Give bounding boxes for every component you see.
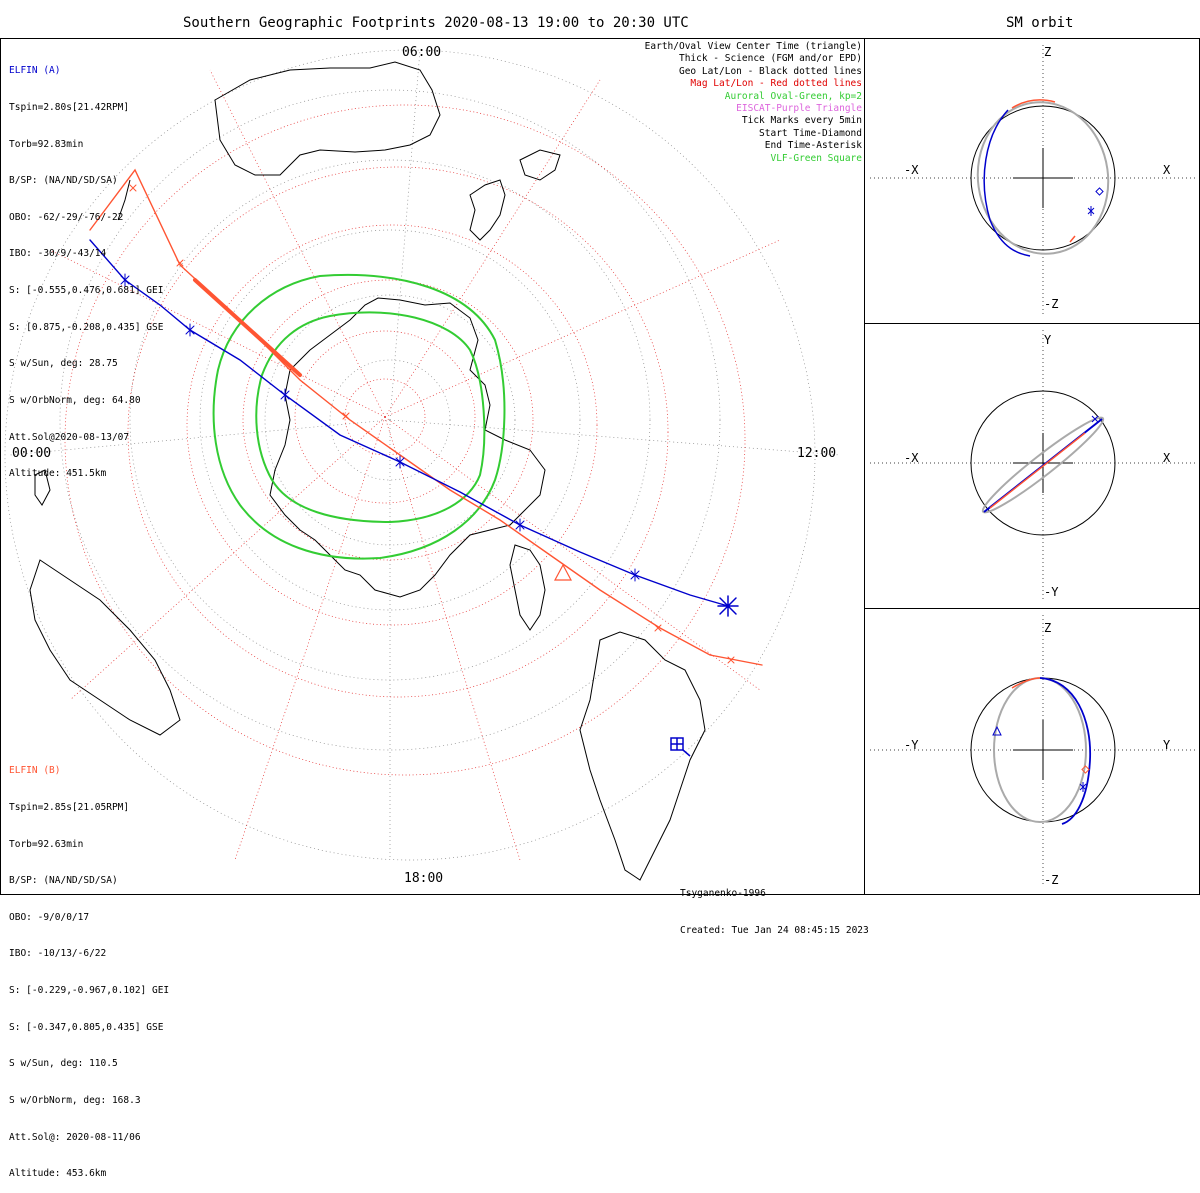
probe-b-line: S w/OrbNorm, deg: 168.3	[9, 1094, 141, 1106]
probe-b-line: Altitude: 453.6km	[9, 1168, 107, 1180]
sm-panel-frame-2	[864, 323, 1200, 609]
probe-b-line: Torb=92.63min	[9, 838, 84, 850]
vlf-marker	[670, 737, 691, 757]
sm-orbit-a-1	[983, 109, 1031, 257]
orbit-a-tick-marks	[120, 273, 640, 582]
africa-coast	[29, 559, 181, 736]
probe-a-line: OBO: -62/-29/-76/-22	[9, 211, 124, 223]
sm1-right-label: X	[1163, 163, 1171, 177]
main-title: Southern Geographic Footprints 2020-08-1…	[183, 15, 689, 31]
coastlines	[29, 61, 706, 881]
sm-panel-frame-1	[864, 38, 1200, 324]
probe-b-line: S: [-0.347,0.805,0.435] GSE	[9, 1021, 164, 1033]
legend-entry: Thick - Science (FGM and/or EPD)	[678, 53, 862, 65]
sm1-left-label: -X	[904, 163, 919, 177]
orbit-a-track	[89, 239, 729, 607]
probe-b-line: IBO: -10/13/-6/22	[9, 948, 107, 960]
probe-a-info: ELFIN (A) Tspin=2.80s[21.42RPM] Torb=92.…	[9, 41, 163, 493]
legend-entry: Tick Marks every 5min	[741, 115, 862, 127]
legend: Earth/Oval View Center Time (triangle) T…	[645, 41, 862, 165]
sm3-right-label: Y	[1163, 738, 1171, 752]
mag-grid	[49, 69, 781, 861]
sm1-top-label: Z	[1044, 45, 1052, 59]
orbit-b-track	[89, 168, 763, 666]
probe-b-line: S w/Sun, deg: 110.5	[9, 1058, 118, 1070]
south-america-coast	[579, 631, 706, 881]
sm-panel-1	[870, 45, 1195, 315]
footer-created: Created: Tue Jan 24 08:45:15 2023	[680, 925, 869, 937]
sm-panel-3	[870, 615, 1195, 885]
antarctica-coast	[269, 297, 546, 598]
footer-model: Tsyganenko-1996	[680, 888, 766, 900]
sm3-left-label: -Y	[904, 738, 919, 752]
peninsula-coast	[509, 544, 546, 631]
sm-orbit-a-3	[1039, 677, 1091, 825]
auroral-oval-inner	[255, 311, 486, 524]
probe-b-info: ELFIN (B) Tspin=2.85s[21.05RPM] Torb=92.…	[9, 741, 169, 1193]
probe-b-line: Tspin=2.85s[21.05RPM]	[9, 802, 130, 814]
probe-a-line: Tspin=2.80s[21.42RPM]	[9, 102, 130, 114]
time-label-bottom: 18:00	[404, 871, 444, 886]
legend-entry: End Time-Asterisk	[764, 140, 862, 152]
sm-orbit-b-2	[989, 432, 1086, 509]
sm2-right-label: X	[1163, 451, 1171, 465]
probe-a-line: IBO: -30/9/-43/14	[9, 248, 107, 260]
sm2-top-label: Y	[1044, 333, 1052, 347]
australia-coast	[214, 61, 441, 176]
new-zealand-coast	[469, 149, 561, 241]
legend-entry: Auroral Oval-Green, kp=2	[724, 90, 862, 102]
legend-entry: EISCAT-Purple Triangle	[736, 103, 862, 115]
sm-panel-2	[870, 330, 1195, 600]
probe-b-line: B/SP: (NA/ND/SD/SA)	[9, 875, 118, 887]
orbit-a-end-asterisk	[717, 595, 739, 617]
probe-a-line: Att.Sol@2020-08-13/07	[9, 431, 130, 443]
probe-a-line: Torb=92.83min	[9, 138, 84, 150]
footer-info: Tsyganenko-1996 Created: Tue Jan 24 08:4…	[680, 864, 869, 949]
sm-orbit-b-1	[976, 101, 1110, 255]
probe-a-line: S: [0.875,-0.208,0.435] GSE	[9, 321, 164, 333]
sm-earth-2	[970, 390, 1116, 536]
probe-a-line: Altitude: 451.5km	[9, 468, 107, 480]
sm3-bottom-label: -Z	[1044, 873, 1059, 887]
probe-b-line: Att.Sol@: 2020-08-11/06	[9, 1131, 141, 1143]
geo-grid	[4, 49, 841, 861]
orbit-a-footprint	[89, 239, 739, 617]
legend-entry: Start Time-Diamond	[759, 127, 862, 139]
time-label-left: 00:00	[12, 446, 52, 461]
sm-orbit-title: SM orbit	[1006, 15, 1074, 31]
sm-earth-1	[970, 105, 1116, 251]
orbit-b-footprint	[89, 168, 763, 666]
footprint-figure	[0, 38, 1200, 895]
orbit-b-tick-marks	[129, 184, 735, 664]
orbit-b-science-segment	[193, 278, 302, 377]
probe-b-name: ELFIN (B)	[9, 765, 61, 777]
sm2-bottom-label: -Y	[1044, 585, 1059, 599]
time-label-right: 12:00	[797, 446, 837, 461]
probe-a-line: S w/Sun, deg: 28.75	[9, 358, 118, 370]
probe-b-line: OBO: -9/0/0/17	[9, 911, 90, 923]
probe-a-line: S w/OrbNorm, deg: 64.80	[9, 394, 141, 406]
legend-entry: VLF-Green Square	[770, 152, 862, 164]
legend-entry: Earth/Oval View Center Time (triangle)	[644, 41, 862, 52]
orbit-b-center-triangle	[554, 563, 572, 581]
sm3-top-label: Z	[1044, 621, 1052, 635]
legend-entry: Geo Lat/Lon - Black dotted lines	[678, 65, 862, 77]
time-label-top: 06:00	[402, 45, 442, 60]
probe-b-line: S: [-0.229,-0.967,0.102] GEI	[9, 985, 170, 997]
sm2-left-label: -X	[904, 451, 919, 465]
auroral-ovals	[212, 273, 506, 560]
probe-a-name: ELFIN (A)	[9, 65, 61, 77]
auroral-oval-outer	[212, 273, 506, 560]
madagascar-coast	[34, 469, 51, 506]
probe-a-line: S: [-0.555,0.476,0.681] GEI	[9, 285, 164, 297]
sm1-bottom-label: -Z	[1044, 297, 1059, 311]
probe-a-line: B/SP: (NA/ND/SD/SA)	[9, 175, 118, 187]
legend-entry: Mag Lat/Lon - Red dotted lines	[690, 78, 862, 90]
pacific-rim-coast	[117, 179, 131, 221]
